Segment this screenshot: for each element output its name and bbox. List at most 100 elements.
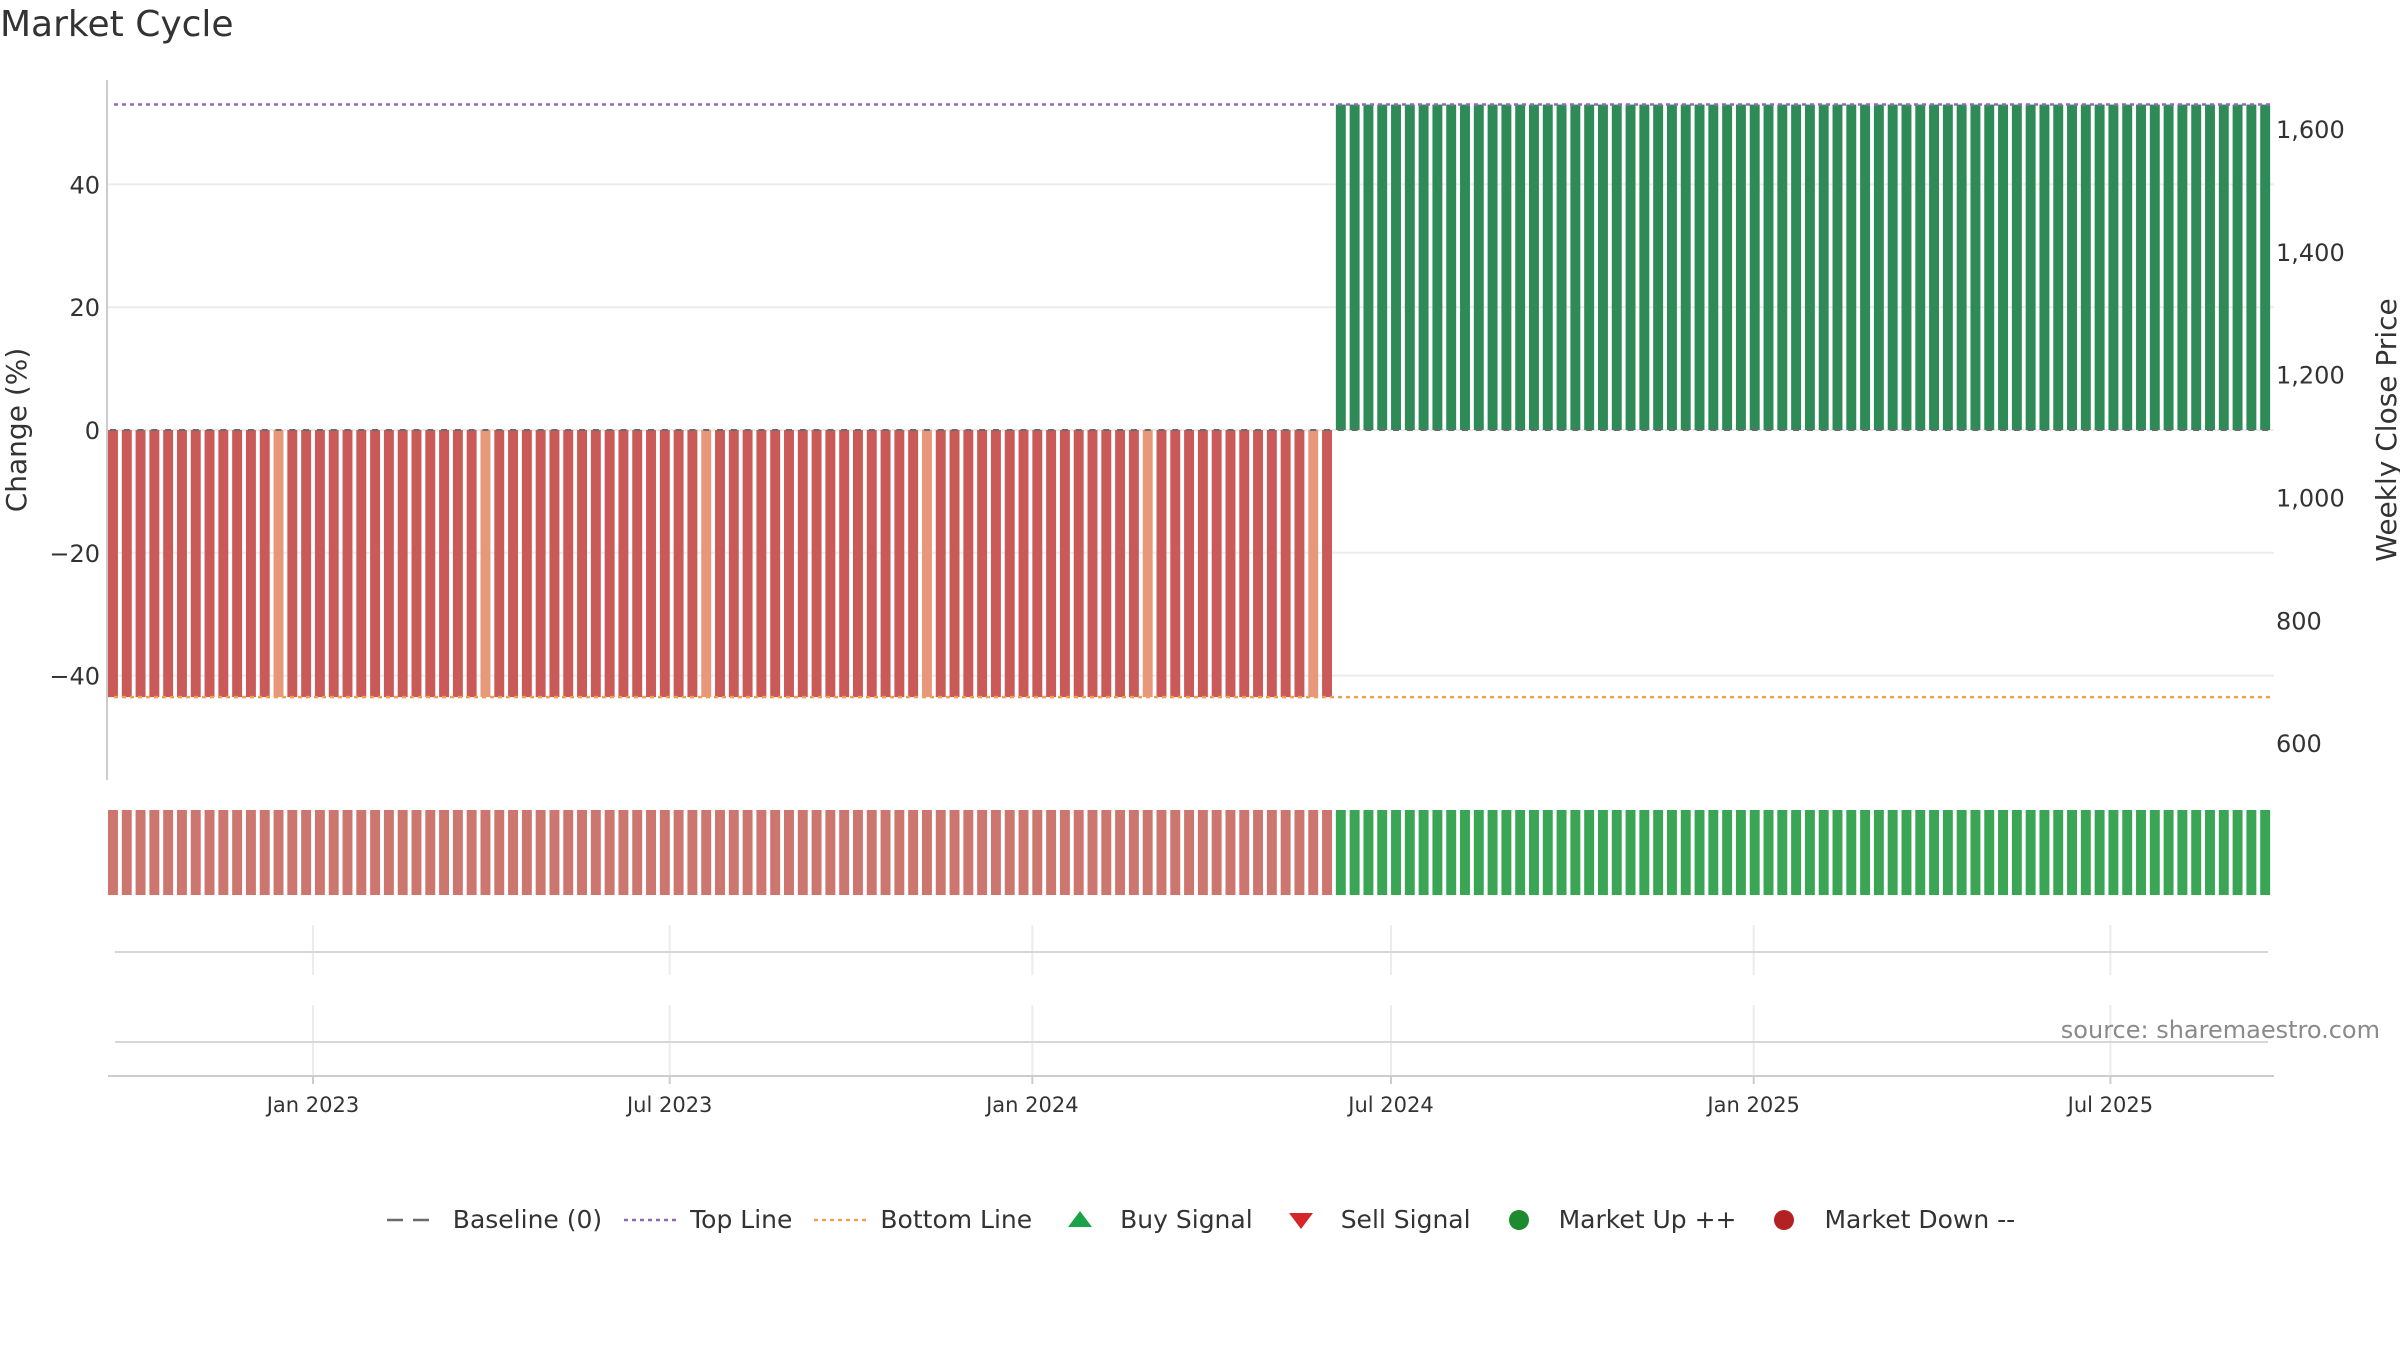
bar (135, 430, 146, 698)
bar (1749, 104, 1760, 430)
regime-bar (1929, 810, 1940, 895)
regime-bar (1942, 810, 1953, 895)
regime-bar (466, 810, 477, 895)
regime-bar (1046, 810, 1057, 895)
bar (990, 430, 1001, 698)
regime-bar (839, 810, 850, 895)
bar (1708, 104, 1719, 430)
bar (1763, 104, 1774, 430)
regime-bar (2094, 810, 2105, 895)
bar (908, 430, 919, 698)
bar (1253, 430, 1264, 698)
bar (508, 430, 519, 698)
bar (2108, 104, 2119, 430)
bar (370, 430, 381, 698)
bar (1501, 104, 1512, 430)
legend-item[interactable]: Baseline (0) (385, 1205, 602, 1234)
legend-swatch-triangle-up-icon (1068, 1210, 1093, 1227)
legend-item[interactable]: Sell Signal (1273, 1205, 1471, 1234)
regime-bar (1087, 810, 1098, 895)
bar (549, 430, 560, 698)
regime-bar (963, 810, 974, 895)
regime-bar (2246, 810, 2257, 895)
legend-item[interactable]: Bottom Line (812, 1205, 1032, 1234)
bar (245, 430, 256, 698)
x-tick-label: Jul 2025 (2066, 1093, 2153, 1117)
regime-bar (1446, 810, 1457, 895)
bar (2136, 104, 2146, 430)
x-ticks: Jan 2023 Jul 2023 Jan 2024 Jul 2024 Jan 2025… (265, 1076, 2153, 1117)
left-y-tick-label: 40 (69, 171, 100, 199)
right-y-ticks: 600 800 1,000 1,200 1,400 1,600 (2276, 116, 2345, 758)
bar (2080, 104, 2091, 430)
legend-swatch-triangle-down-icon (1288, 1212, 1313, 1229)
regime-bar (1680, 810, 1691, 895)
left-y-ticks: −40 −20 0 20 40 (49, 171, 100, 690)
bar (1887, 104, 1898, 430)
regime-bar (218, 810, 229, 895)
legend-label: Bottom Line (880, 1205, 1033, 1234)
regime-bar (2177, 810, 2188, 895)
bar (1901, 104, 1912, 430)
regime-bar (563, 810, 574, 895)
bar (1639, 104, 1650, 430)
bar (1942, 104, 1953, 430)
left-y-tick-label: −20 (49, 540, 100, 568)
bar (1377, 104, 1388, 430)
regime-strip (108, 810, 2271, 895)
x-tick-label: Jan 2023 (265, 1093, 360, 1117)
bar (1335, 104, 1346, 430)
bar-series (108, 104, 2271, 698)
bar (2163, 104, 2174, 430)
bar (356, 430, 367, 698)
bar (1777, 104, 1788, 430)
bar (563, 430, 574, 698)
bar (425, 430, 436, 698)
bar (1391, 104, 1401, 430)
regime-bar (328, 810, 339, 895)
bar (1239, 430, 1250, 698)
bar (797, 430, 808, 698)
regime-bar (1597, 810, 1608, 895)
regime-bar (1349, 810, 1360, 895)
regime-bar (1239, 810, 1250, 895)
regime-bar (480, 810, 491, 895)
bar (383, 430, 394, 698)
regime-bar (1363, 810, 1374, 895)
bar (2067, 104, 2077, 430)
bar (2011, 104, 2022, 430)
bar (1363, 104, 1374, 430)
bar (2094, 104, 2105, 430)
regime-bar (1128, 810, 1139, 895)
regime-bar (1101, 810, 1112, 895)
right-y-tick-label: 600 (2276, 730, 2322, 758)
legend-item[interactable]: Buy Signal (1052, 1205, 1253, 1234)
bar (1404, 104, 1415, 430)
bar (1970, 104, 1981, 430)
bar (894, 430, 905, 698)
legend-item[interactable]: Market Up ++ (1491, 1205, 1736, 1234)
legend-item[interactable]: Market Down -- (1756, 1205, 2015, 1234)
regime-bar (2260, 810, 2271, 895)
regime-bar (687, 810, 698, 895)
bar (2039, 104, 2050, 430)
regime-bar (1625, 810, 1636, 895)
regime-bar (439, 810, 450, 895)
regime-bar (1735, 810, 1746, 895)
bar (2025, 104, 2036, 430)
bar (232, 430, 243, 698)
regime-bar (825, 810, 836, 895)
bar (825, 430, 836, 698)
bar (494, 430, 505, 698)
x-tick-label: Jan 2025 (1705, 1093, 1800, 1117)
regime-bar (1901, 810, 1912, 895)
regime-bar (784, 810, 794, 895)
regime-bar (176, 810, 187, 895)
regime-bar (1377, 810, 1388, 895)
regime-bar (1777, 810, 1788, 895)
bar (673, 430, 684, 698)
bar (108, 430, 118, 698)
regime-bar (1294, 810, 1305, 895)
legend-item[interactable]: Top Line (622, 1205, 792, 1234)
regime-bar (301, 810, 312, 895)
